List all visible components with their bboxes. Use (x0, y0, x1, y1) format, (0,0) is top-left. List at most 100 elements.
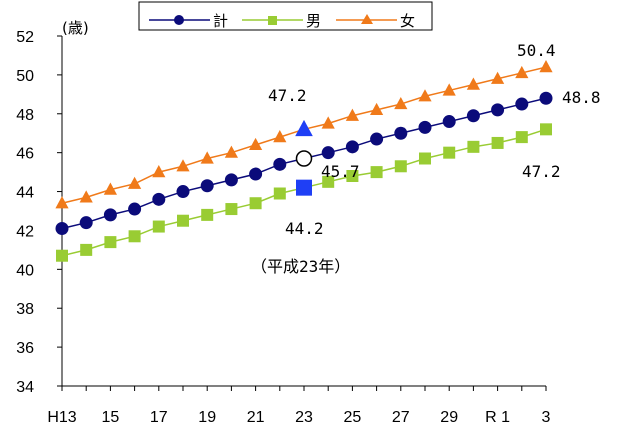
data-point-female (515, 65, 529, 79)
y-tick-label: 34 (16, 379, 34, 396)
data-point-total (55, 222, 69, 235)
data-point-male (152, 220, 165, 233)
data-point-male (346, 170, 359, 182)
data-point-male (540, 123, 552, 136)
data-point-female (466, 77, 480, 90)
data-point-female (103, 182, 117, 195)
data-point-female (176, 159, 190, 172)
y-tick-label: 50 (16, 68, 34, 85)
data-point-male (491, 136, 504, 149)
legend-box (138, 1, 433, 31)
x-tick-label: 19 (198, 409, 216, 426)
annotation-total-r3: 48.8 (562, 88, 601, 107)
annotation-female-r3: 50.4 (517, 41, 556, 60)
data-point-male (249, 197, 262, 210)
x-tick-label: 29 (440, 409, 458, 426)
data-point-total (128, 202, 142, 216)
x-tick-label: 17 (150, 409, 168, 426)
y-tick-label: 36 (16, 340, 34, 357)
x-tick-labels: H13 15 17 19 21 23 25 27 29 R 1 3 (47, 386, 551, 426)
data-point-male (177, 214, 189, 227)
annotation-total-h23: 45.7 (321, 162, 360, 181)
legend-label-female: 女 (400, 12, 415, 30)
y-tick-label: 48 (16, 107, 34, 124)
data-point-female (491, 71, 505, 84)
data-point-male (225, 203, 238, 216)
x-tick-label: 3 (542, 409, 551, 426)
data-point-total (152, 192, 166, 206)
data-point-male (394, 160, 407, 173)
annotation-era-note: （平成23年） (251, 257, 350, 276)
data-point-male (370, 166, 383, 179)
legend-label-total: 計 (213, 12, 228, 30)
data-point-total (321, 146, 335, 160)
data-point-female (394, 96, 408, 110)
x-tick-label: R 1 (485, 409, 510, 426)
x-tick-label: 21 (247, 409, 265, 426)
y-axis-unit: (歳) (62, 19, 89, 37)
data-point-male (443, 146, 456, 159)
y-tick-label: 44 (16, 185, 34, 202)
data-point-male (515, 131, 528, 144)
data-point-total (370, 132, 384, 146)
y-tick-label: 42 (16, 223, 34, 240)
data-point-total (394, 126, 408, 140)
x-tick-label: H13 (47, 409, 76, 426)
data-point-total (176, 185, 190, 199)
data-point-male (467, 140, 480, 153)
data-point-female (152, 165, 166, 178)
data-point-total (79, 216, 93, 230)
y-tick-label: 46 (16, 146, 34, 163)
y-tick-label: 40 (16, 262, 34, 279)
legend-marker-total (174, 15, 184, 25)
data-point-female (128, 176, 142, 189)
x-tick-label: 27 (392, 409, 410, 426)
legend-marker-male (268, 16, 277, 25)
data-point-total (200, 179, 214, 193)
data-point-female (249, 137, 263, 151)
data-point-male (273, 187, 286, 200)
data-point-total (466, 109, 480, 123)
x-tick-label: 15 (102, 409, 120, 426)
data-point-female (345, 108, 359, 121)
annotation-male-h23: 44.2 (285, 219, 324, 238)
highlight-point-male (296, 179, 312, 196)
data-point-female (200, 151, 214, 164)
data-point-total (345, 140, 359, 154)
data-point-male (419, 152, 431, 165)
data-point-female (55, 196, 69, 209)
x-tick-label: 25 (344, 409, 362, 426)
data-point-total (442, 115, 456, 129)
annotation-female-h23: 47.2 (268, 86, 307, 105)
data-point-total (273, 157, 287, 171)
legend-label-male: 男 (306, 12, 321, 30)
data-point-male (201, 208, 214, 221)
data-point-female (321, 116, 335, 129)
data-point-female (418, 89, 432, 102)
y-tick-labels: 34 36 38 40 42 44 46 48 50 52 (16, 29, 62, 396)
data-point-total (539, 91, 553, 105)
data-point-total (491, 103, 505, 117)
series-group (55, 60, 553, 262)
data-point-female (79, 190, 93, 203)
data-point-male (128, 230, 141, 243)
x-tick-label: 23 (295, 409, 313, 426)
data-point-total (249, 167, 263, 181)
data-point-total (515, 97, 529, 111)
data-point-total (103, 208, 117, 222)
data-point-female (224, 145, 238, 158)
data-point-total (224, 173, 238, 187)
data-point-female (273, 130, 287, 143)
highlight-point-female (295, 119, 313, 137)
data-point-female (539, 60, 553, 73)
data-point-male (80, 243, 93, 256)
annotation-male-r3: 47.2 (522, 162, 561, 181)
data-point-male (56, 249, 68, 262)
highlight-markers (295, 119, 313, 196)
y-tick-label: 52 (16, 29, 34, 46)
data-point-male (322, 175, 335, 188)
data-point-male (104, 236, 117, 249)
y-tick-label: 38 (16, 301, 34, 318)
data-point-female (442, 83, 456, 96)
